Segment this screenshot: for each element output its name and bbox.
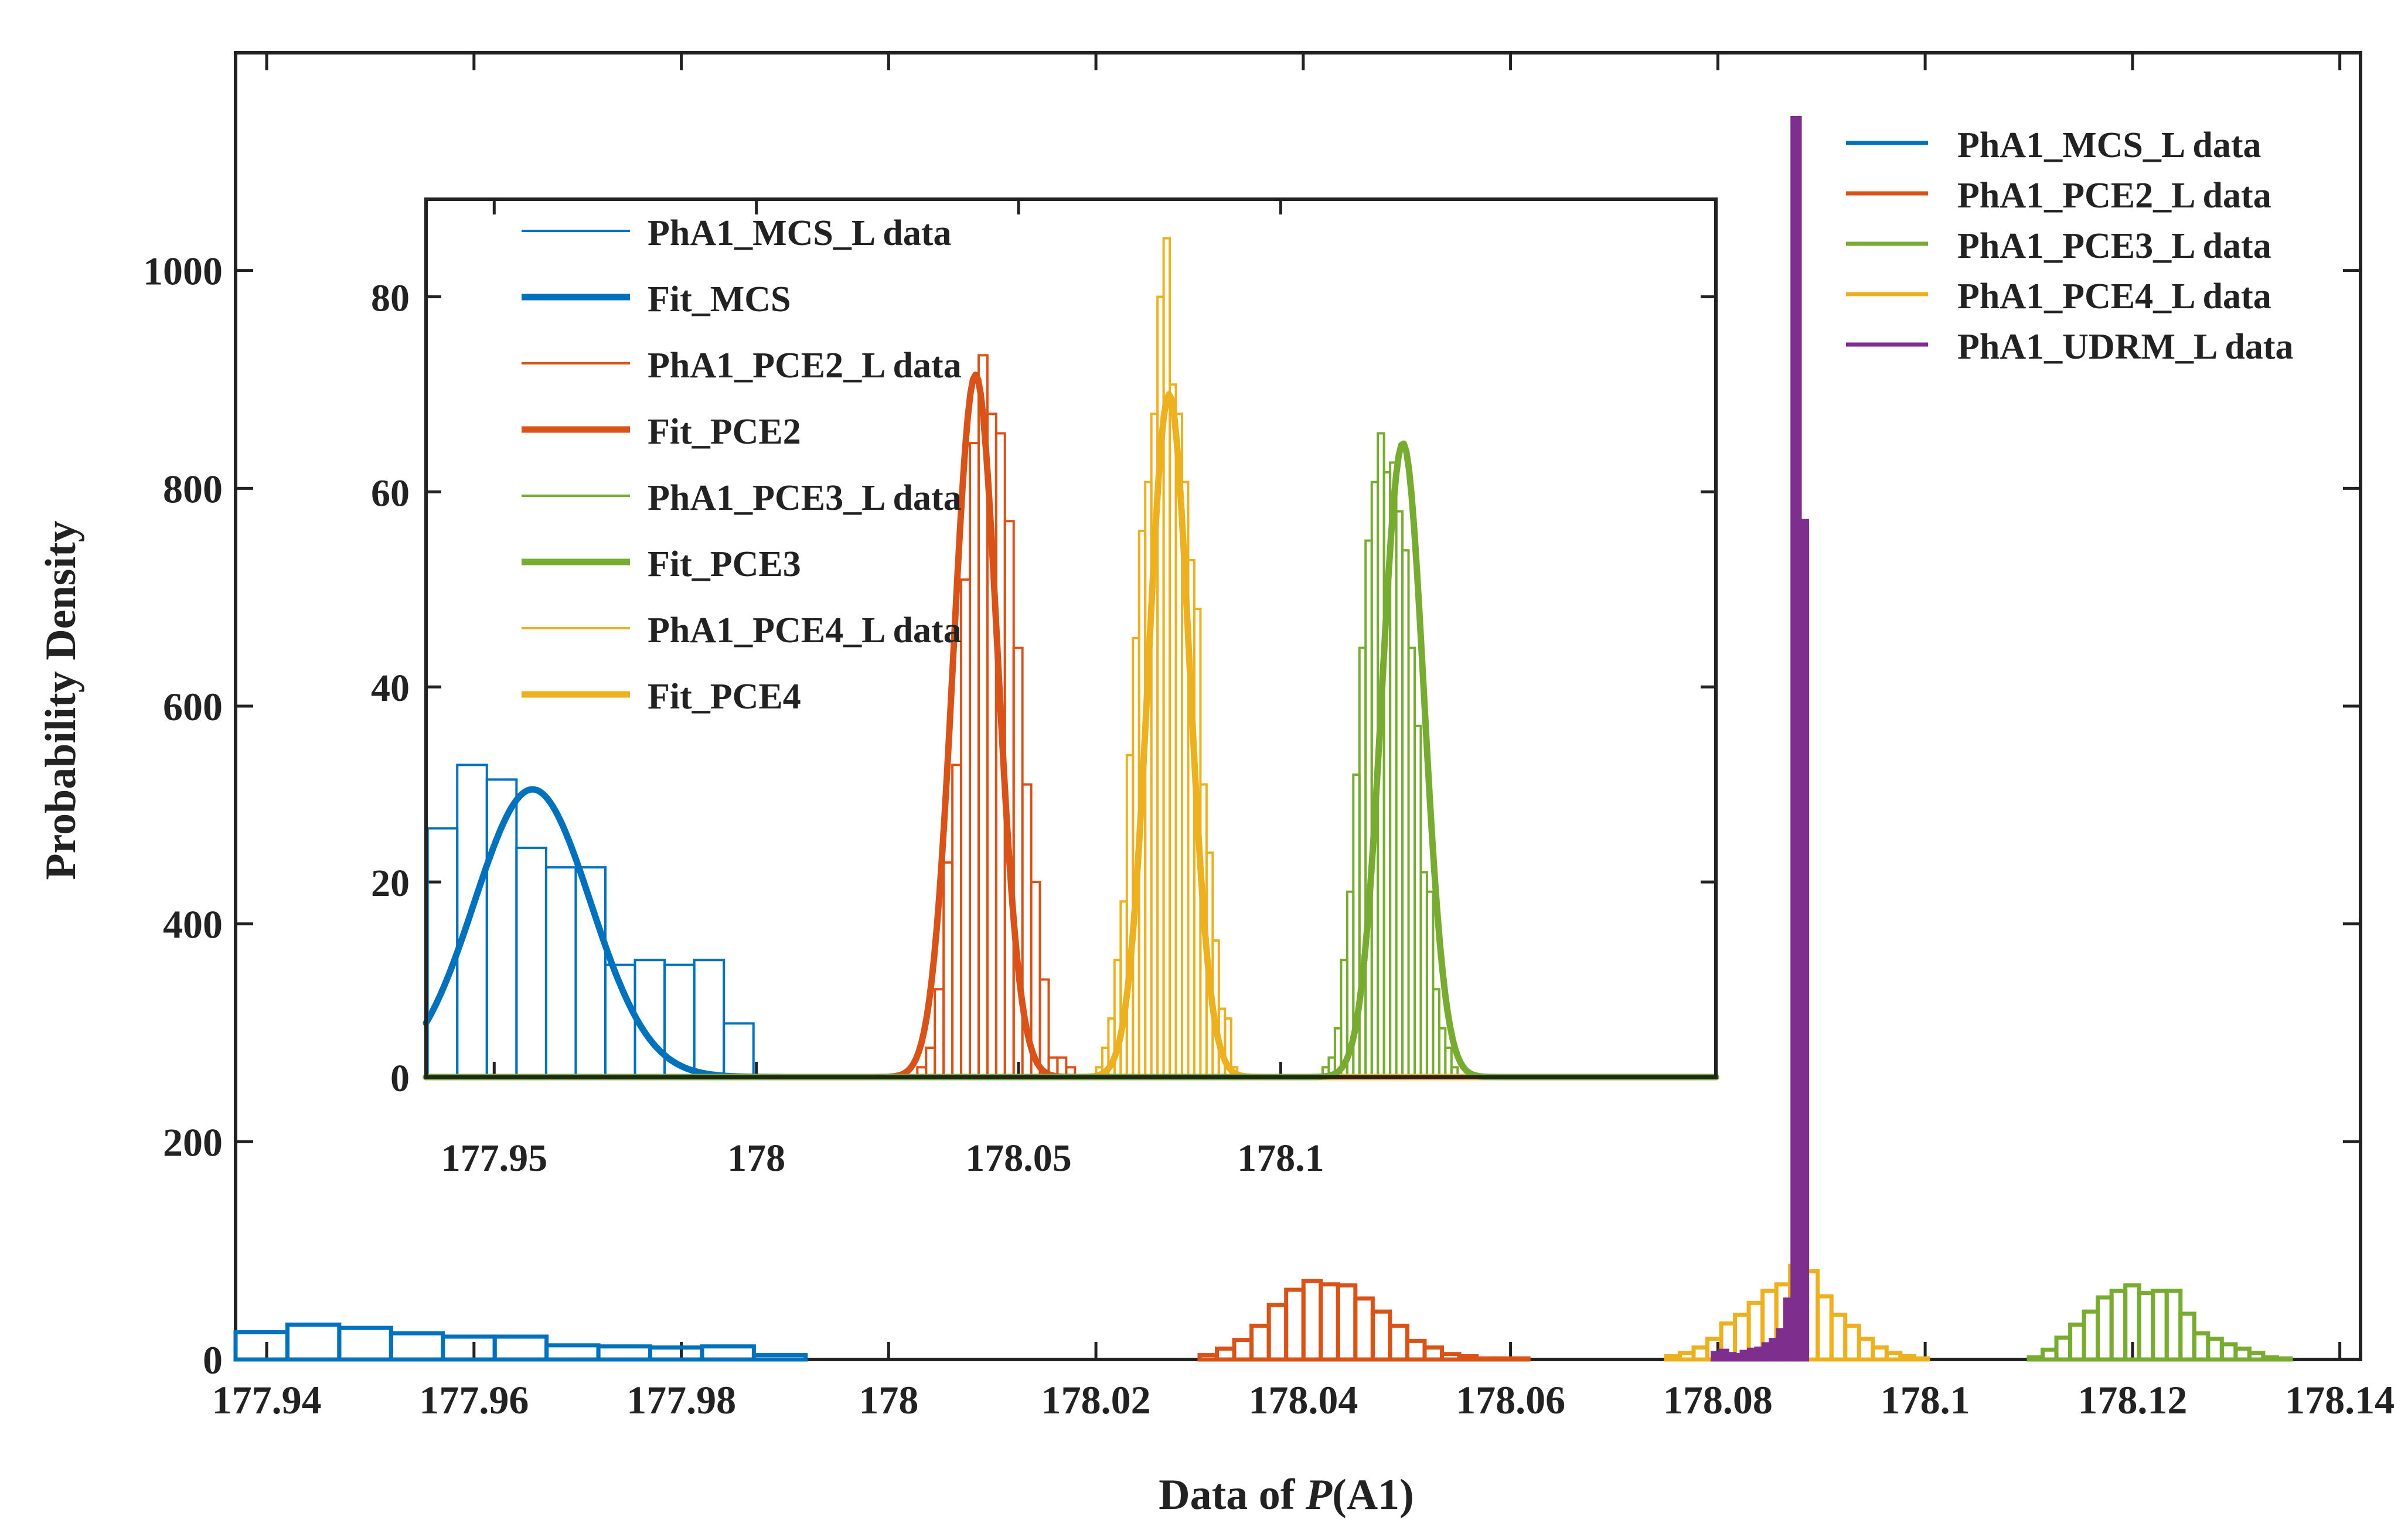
inset-x-tick-labels: 177.95 178 178.05 178.1 xyxy=(441,1137,1324,1180)
main-y-tick-label: 200 xyxy=(163,1120,223,1164)
main-bar xyxy=(1664,1354,1682,1362)
main-x-tick-label: 178.12 xyxy=(2077,1378,2187,1422)
main-y-tick-label: 1000 xyxy=(143,249,223,294)
main-x-tick-label: 178.14 xyxy=(2285,1378,2395,1422)
main-series-group xyxy=(233,1323,808,1362)
inset-plot-frame xyxy=(424,197,1718,1079)
main-x-tick-label: 178 xyxy=(859,1378,918,1422)
main-y-tick-labels: 0 200 400 600 800 1000 xyxy=(143,249,223,1382)
main-bar xyxy=(2026,1355,2045,1362)
inset-legend-label: Fit_MCS xyxy=(648,280,791,319)
inset-y-tick-label: 80 xyxy=(371,277,410,319)
main-bar xyxy=(1457,1354,1479,1362)
main-y-tick-label: 800 xyxy=(163,466,223,511)
main-series-group xyxy=(1711,116,1809,1362)
inset-legend-label: PhA1_PCE4_L data xyxy=(648,611,962,650)
inset-x-tick-label: 178 xyxy=(727,1137,785,1180)
inset-legend-label: Fit_PCE4 xyxy=(648,677,801,717)
inset-legend-label: PhA1_PCE3_L data xyxy=(648,478,962,518)
inset-y-tick-label: 20 xyxy=(371,862,410,905)
main-bar xyxy=(1797,519,1809,1362)
inset-legend-label: PhA1_MCS_L data xyxy=(648,213,951,253)
main-x-tick-label: 177.98 xyxy=(626,1378,736,1422)
main-bar xyxy=(1474,1356,1496,1362)
main-bar xyxy=(1912,1356,1930,1362)
main-x-tick-label: 178.06 xyxy=(1456,1378,1565,1422)
main-bar xyxy=(751,1353,808,1362)
inset-y-tick-labels: 0 20 40 60 80 xyxy=(371,277,410,1100)
main-series-group xyxy=(1197,1279,1531,1362)
main-x-tick-label: 178.1 xyxy=(1881,1378,1970,1422)
main-x-tick-label: 177.94 xyxy=(212,1378,322,1422)
main-legend: PhA1_MCS_L data PhA1_PCE2_L data PhA1_PCE3… xyxy=(1846,125,2294,367)
inset-y-tick-label: 40 xyxy=(371,667,410,710)
inset-y-tick-label: 0 xyxy=(390,1057,410,1100)
main-y-tick-label: 600 xyxy=(163,684,223,729)
main-legend-label: PhA1_PCE4_L data xyxy=(1957,277,2271,316)
main-x-tick-labels: 177.94 177.96 177.98 178 178.02 178.04 178.06 1… xyxy=(212,1378,2395,1422)
main-x-tick-label: 178.08 xyxy=(1663,1378,1773,1422)
main-y-axis-label: Probability Density xyxy=(37,520,85,880)
main-legend-label: PhA1_PCE2_L data xyxy=(1957,176,2271,216)
inset-axes: 177.95 178 178.05 178.1 0 20 40 60 80 PhA1_MCS_… xyxy=(371,197,1719,1180)
inset-background xyxy=(426,199,1716,1077)
inset-x-tick-label: 178.05 xyxy=(965,1137,1072,1180)
main-x-tick-label: 178.04 xyxy=(1248,1378,1358,1422)
main-legend-label: PhA1_MCS_L data xyxy=(1957,125,2261,165)
main-bar xyxy=(1491,1356,1514,1362)
main-axes: 177.94 177.96 177.98 178 178.02 178.04 178.06 1… xyxy=(37,51,2395,1519)
main-x-axis-label: Data of P(A1) xyxy=(1159,1471,1414,1519)
main-bar xyxy=(2274,1356,2293,1362)
main-legend-label: PhA1_UDRM_L data xyxy=(1957,327,2294,367)
main-x-tick-label: 178.02 xyxy=(1041,1378,1151,1422)
main-ticks xyxy=(236,53,2361,1361)
inset-y-tick-label: 60 xyxy=(371,472,410,514)
main-y-tick-label: 0 xyxy=(203,1338,223,1382)
inset-x-tick-label: 178.1 xyxy=(1237,1137,1324,1180)
main-bar xyxy=(2261,1355,2279,1362)
inset-legend-label: Fit_PCE2 xyxy=(648,412,801,452)
main-bar xyxy=(700,1344,756,1362)
main-series-group xyxy=(2026,1283,2293,1362)
inset-legend-label: Fit_PCE3 xyxy=(648,544,801,584)
main-y-tick-label: 400 xyxy=(163,902,223,947)
inset-legend: PhA1_MCS_L data Fit_MCS PhA1_PCE2_L data Fi… xyxy=(522,213,962,717)
main-bar xyxy=(1898,1354,1916,1362)
inset-legend-label: PhA1_PCE2_L data xyxy=(648,346,962,386)
main-series xyxy=(233,116,2293,1362)
main-x-tick-label: 177.96 xyxy=(419,1378,529,1422)
main-legend-label: PhA1_PCE3_L data xyxy=(1957,226,2271,266)
main-bar xyxy=(1509,1356,1531,1362)
inset-x-tick-label: 177.95 xyxy=(441,1137,548,1180)
